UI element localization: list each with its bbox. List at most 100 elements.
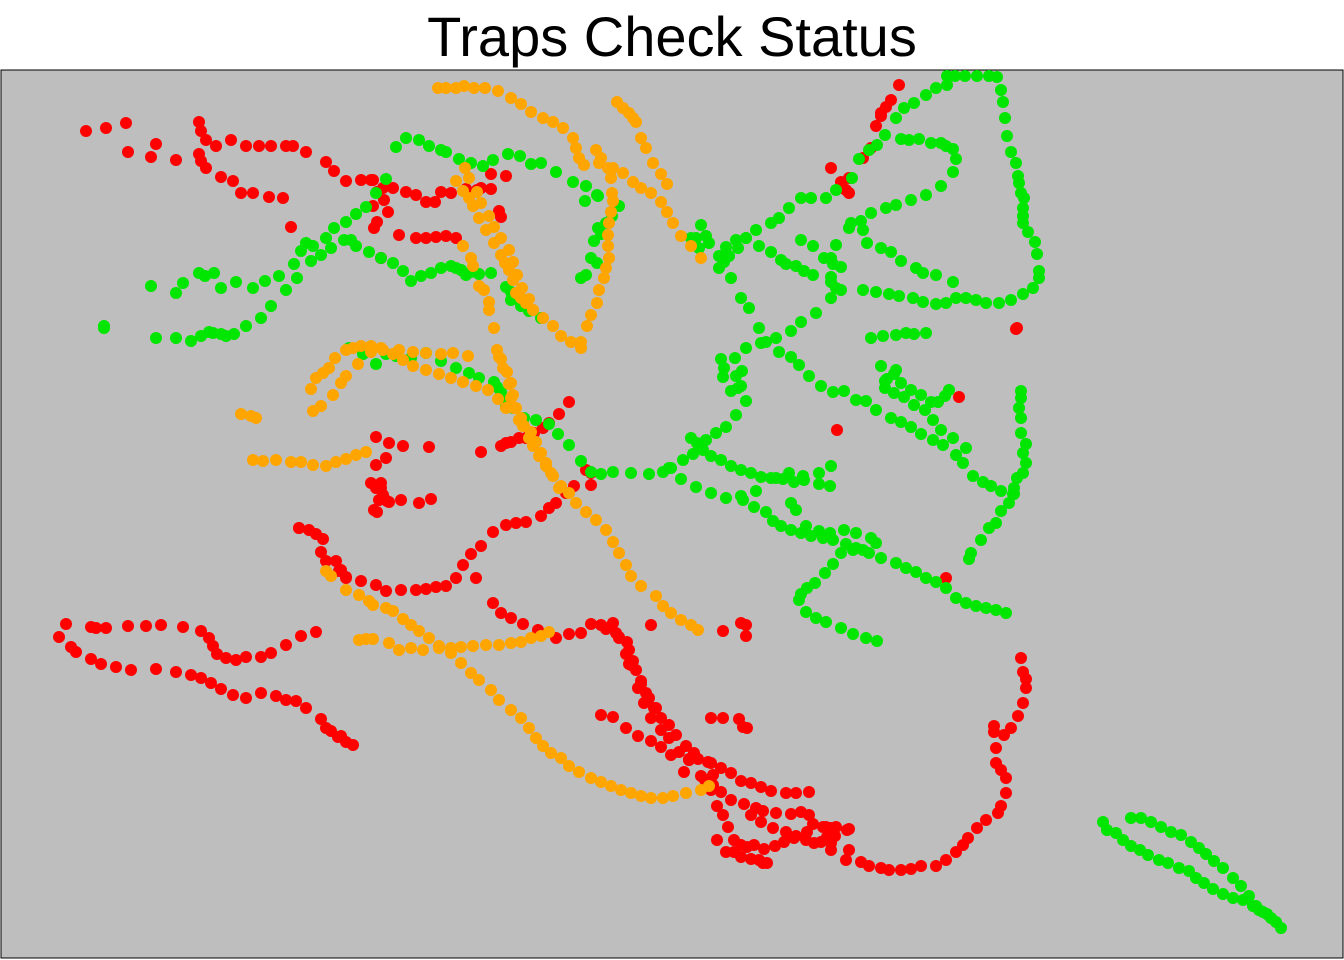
trap-point-red-231 (780, 787, 792, 799)
trap-point-green-397 (870, 537, 882, 549)
trap-point-red-72 (413, 497, 425, 509)
trap-point-green-332 (1015, 385, 1027, 397)
trap-point-red-105 (420, 583, 432, 595)
trap-point-orange-72 (367, 599, 379, 611)
trap-point-orange-180 (471, 186, 483, 198)
trap-point-green-371 (935, 424, 947, 436)
trap-point-orange-144 (580, 506, 592, 518)
trap-point-orange-103 (667, 790, 679, 802)
trap-point-orange-211 (570, 142, 582, 154)
trap-point-green-34 (514, 150, 526, 162)
trap-point-green-263 (803, 370, 815, 382)
trap-point-green-309 (960, 597, 972, 609)
trap-point-green-216 (1010, 157, 1022, 169)
trap-point-green-25 (413, 134, 425, 146)
trap-point-red-88 (370, 431, 382, 443)
trap-point-green-105 (575, 455, 587, 467)
trap-point-green-344 (818, 252, 830, 264)
trap-point-red-10 (210, 140, 222, 152)
trap-point-red-251 (803, 809, 815, 821)
trap-point-green-351 (915, 389, 927, 401)
trap-point-red-235 (613, 631, 625, 643)
trap-point-red-204 (632, 730, 644, 742)
trap-point-red-285 (761, 857, 773, 869)
trap-point-orange-106 (703, 780, 715, 792)
trap-point-orange-205 (591, 297, 603, 309)
trap-point-green-303 (900, 562, 912, 574)
trap-point-green-64 (363, 246, 375, 258)
trap-point-orange-146 (600, 524, 612, 536)
trap-point-green-232 (898, 102, 910, 114)
trap-point-green-260 (773, 346, 785, 358)
trap-point-green-304 (910, 566, 922, 578)
trap-point-green-394 (838, 524, 850, 536)
trap-point-red-198 (280, 639, 292, 651)
trap-point-red-20 (200, 162, 212, 174)
trap-point-red-25 (263, 191, 275, 203)
trap-point-orange-138 (533, 450, 545, 462)
trap-point-red-166 (215, 683, 227, 695)
trap-point-green-391 (800, 520, 812, 532)
trap-point-green-219 (999, 112, 1011, 124)
trap-point-orange-185 (503, 244, 515, 256)
trap-point-red-278 (711, 834, 723, 846)
trap-point-orange-241 (640, 142, 652, 154)
trap-point-red-49 (367, 174, 379, 186)
trap-point-orange-11 (235, 408, 247, 420)
trap-point-green-349 (895, 377, 907, 389)
trap-point-green-417 (783, 467, 795, 479)
trap-point-orange-194 (605, 172, 617, 184)
trap-point-red-226 (725, 767, 737, 779)
trap-point-green-55 (265, 300, 277, 312)
trap-point-green-225 (959, 70, 971, 82)
trap-point-orange-37 (327, 389, 339, 401)
trap-point-green-107 (595, 468, 607, 480)
trap-point-green-278 (967, 470, 979, 482)
trap-point-orange-104 (680, 787, 692, 799)
trap-point-orange-183 (488, 221, 500, 233)
trap-point-orange-86 (505, 704, 517, 716)
trap-point-red-52 (382, 206, 394, 218)
trap-point-red-58 (410, 232, 422, 244)
trap-point-orange-141 (555, 480, 567, 492)
trap-point-green-393 (824, 527, 836, 539)
trap-point-red-139 (585, 618, 597, 630)
trap-point-orange-47 (447, 347, 459, 359)
trap-point-orange-223 (450, 82, 462, 94)
trap-point-green-150 (950, 153, 962, 165)
trap-point-green-221 (995, 84, 1007, 96)
trap-point-green-20 (360, 201, 372, 213)
trap-point-orange-220 (479, 82, 491, 94)
trap-point-green-281 (995, 485, 1007, 497)
trap-point-orange-36 (315, 400, 327, 412)
trap-point-green-110 (643, 468, 655, 480)
trap-point-red-353 (843, 187, 855, 199)
trap-point-green-229 (930, 82, 942, 94)
trap-point-red-350 (825, 162, 837, 174)
trap-point-green-455 (1235, 880, 1247, 892)
trap-point-orange-26 (407, 360, 419, 372)
trap-point-green-280 (985, 480, 997, 492)
trap-point-green-129 (729, 352, 741, 364)
trap-point-red-137 (563, 628, 575, 640)
trap-point-green-70 (425, 267, 437, 279)
trap-point-red-273 (758, 843, 770, 855)
trap-point-red-1 (100, 122, 112, 134)
trap-point-red-186 (140, 620, 152, 632)
trap-point-green-425 (1125, 840, 1137, 852)
trap-point-orange-94 (573, 766, 585, 778)
trap-point-red-47 (485, 168, 497, 180)
trap-point-green-104 (563, 439, 575, 451)
trap-point-green-442 (1275, 922, 1287, 934)
trap-point-red-83 (553, 408, 565, 420)
trap-point-orange-13 (250, 412, 262, 424)
trap-point-red-0 (80, 125, 92, 137)
trap-point-green-373 (960, 442, 972, 454)
trap-point-red-207 (665, 749, 677, 761)
trap-point-orange-147 (607, 536, 619, 548)
trap-point-green-207 (1029, 236, 1041, 248)
trap-point-green-400 (835, 547, 847, 559)
trap-point-orange-148 (613, 547, 625, 559)
trap-point-red-300 (895, 864, 907, 876)
trap-point-green-341 (947, 276, 959, 288)
